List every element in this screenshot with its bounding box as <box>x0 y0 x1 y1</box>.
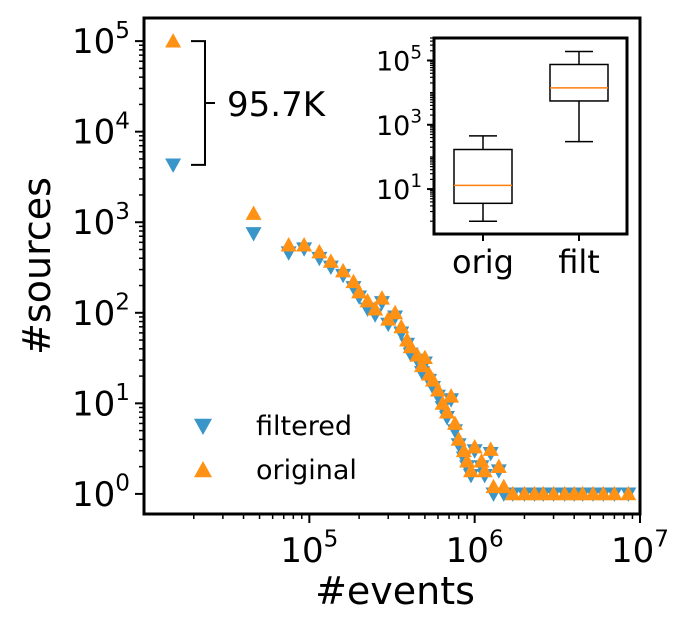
inset-x-tick-label: filt <box>558 243 600 281</box>
data-point-original <box>585 485 602 501</box>
data-point-original <box>335 262 352 278</box>
data-point-filtered <box>165 158 182 173</box>
data-point-original <box>606 485 623 501</box>
data-point-original <box>535 485 552 501</box>
box-body <box>549 63 609 102</box>
annotation-bracket <box>191 40 215 166</box>
inset-y-tick-label: 101 <box>376 171 422 206</box>
data-point-original <box>516 485 533 501</box>
inset-box-plot: 101 103 105 orig filt <box>376 37 609 281</box>
data-point-original <box>446 415 463 430</box>
data-point-original <box>473 453 490 468</box>
data-point-original <box>402 338 419 354</box>
data-point-original <box>504 485 521 501</box>
data-point-original <box>443 388 460 403</box>
y-tick-label: 101 <box>72 380 130 424</box>
data-point-original <box>165 33 182 48</box>
data-point-original <box>476 462 493 478</box>
range-annotation: 95.7K <box>191 40 327 166</box>
data-point-original <box>485 478 502 494</box>
y-axis-ticks: 100 101 102 103 104 105 <box>72 18 144 515</box>
data-point-original <box>373 290 390 305</box>
data-point-original <box>620 485 637 501</box>
inset-y-tick-label: 103 <box>376 107 422 142</box>
data-point-original <box>450 431 467 446</box>
data-point-original <box>245 205 262 220</box>
legend-label-filtered: filtered <box>256 411 352 442</box>
legend-marker-original <box>194 461 212 478</box>
data-point-original <box>359 292 376 308</box>
y-tick-label: 102 <box>72 289 130 333</box>
legend-label-original: original <box>256 455 357 486</box>
inset-box-plot-frame <box>432 36 629 236</box>
y-tick-label: 100 <box>72 471 130 515</box>
box-body <box>453 148 513 205</box>
data-point-original <box>462 462 479 478</box>
x-tick-label: 107 <box>611 527 669 571</box>
data-point-original <box>311 243 328 259</box>
data-point-original <box>455 442 472 458</box>
data-point-original <box>438 404 455 419</box>
x-axis-ticks: 105 106 107 <box>193 514 669 571</box>
data-point-original <box>280 237 297 252</box>
data-point-original <box>490 458 507 474</box>
data-point-original <box>351 283 368 299</box>
legend: filtered original <box>194 411 357 486</box>
y-tick-label: 105 <box>72 18 130 62</box>
x-axis-label: #events <box>315 569 475 613</box>
data-point-original <box>595 485 612 501</box>
data-point-original <box>322 253 339 268</box>
data-point-original <box>429 382 446 397</box>
data-point-original <box>545 485 562 501</box>
data-point-original <box>495 478 512 494</box>
inset-y-tick-label: 105 <box>376 42 422 77</box>
inset-x-tick-label: orig <box>452 243 514 281</box>
data-point-original <box>574 485 591 501</box>
data-point-original <box>425 372 442 387</box>
main-plot-marks <box>165 33 637 502</box>
data-point-original <box>466 438 483 454</box>
data-point-original <box>413 357 430 373</box>
x-tick-label: 106 <box>446 527 504 571</box>
x-tick-label: 105 <box>280 527 338 571</box>
data-point-original <box>387 304 404 320</box>
data-point-original <box>393 318 410 334</box>
data-point-original <box>296 237 313 252</box>
data-point-original <box>482 441 499 456</box>
data-point-original <box>367 301 384 316</box>
annotation-label: 95.7K <box>227 85 327 125</box>
data-point-original <box>416 349 433 365</box>
y-axis-label: #sources <box>15 177 59 355</box>
y-tick-label: 103 <box>72 199 130 243</box>
legend-marker-filtered <box>194 418 212 435</box>
main-plot-frame <box>142 16 642 516</box>
data-point-original <box>345 273 362 289</box>
y-tick-label: 104 <box>72 108 130 152</box>
data-point-filtered <box>245 227 262 242</box>
